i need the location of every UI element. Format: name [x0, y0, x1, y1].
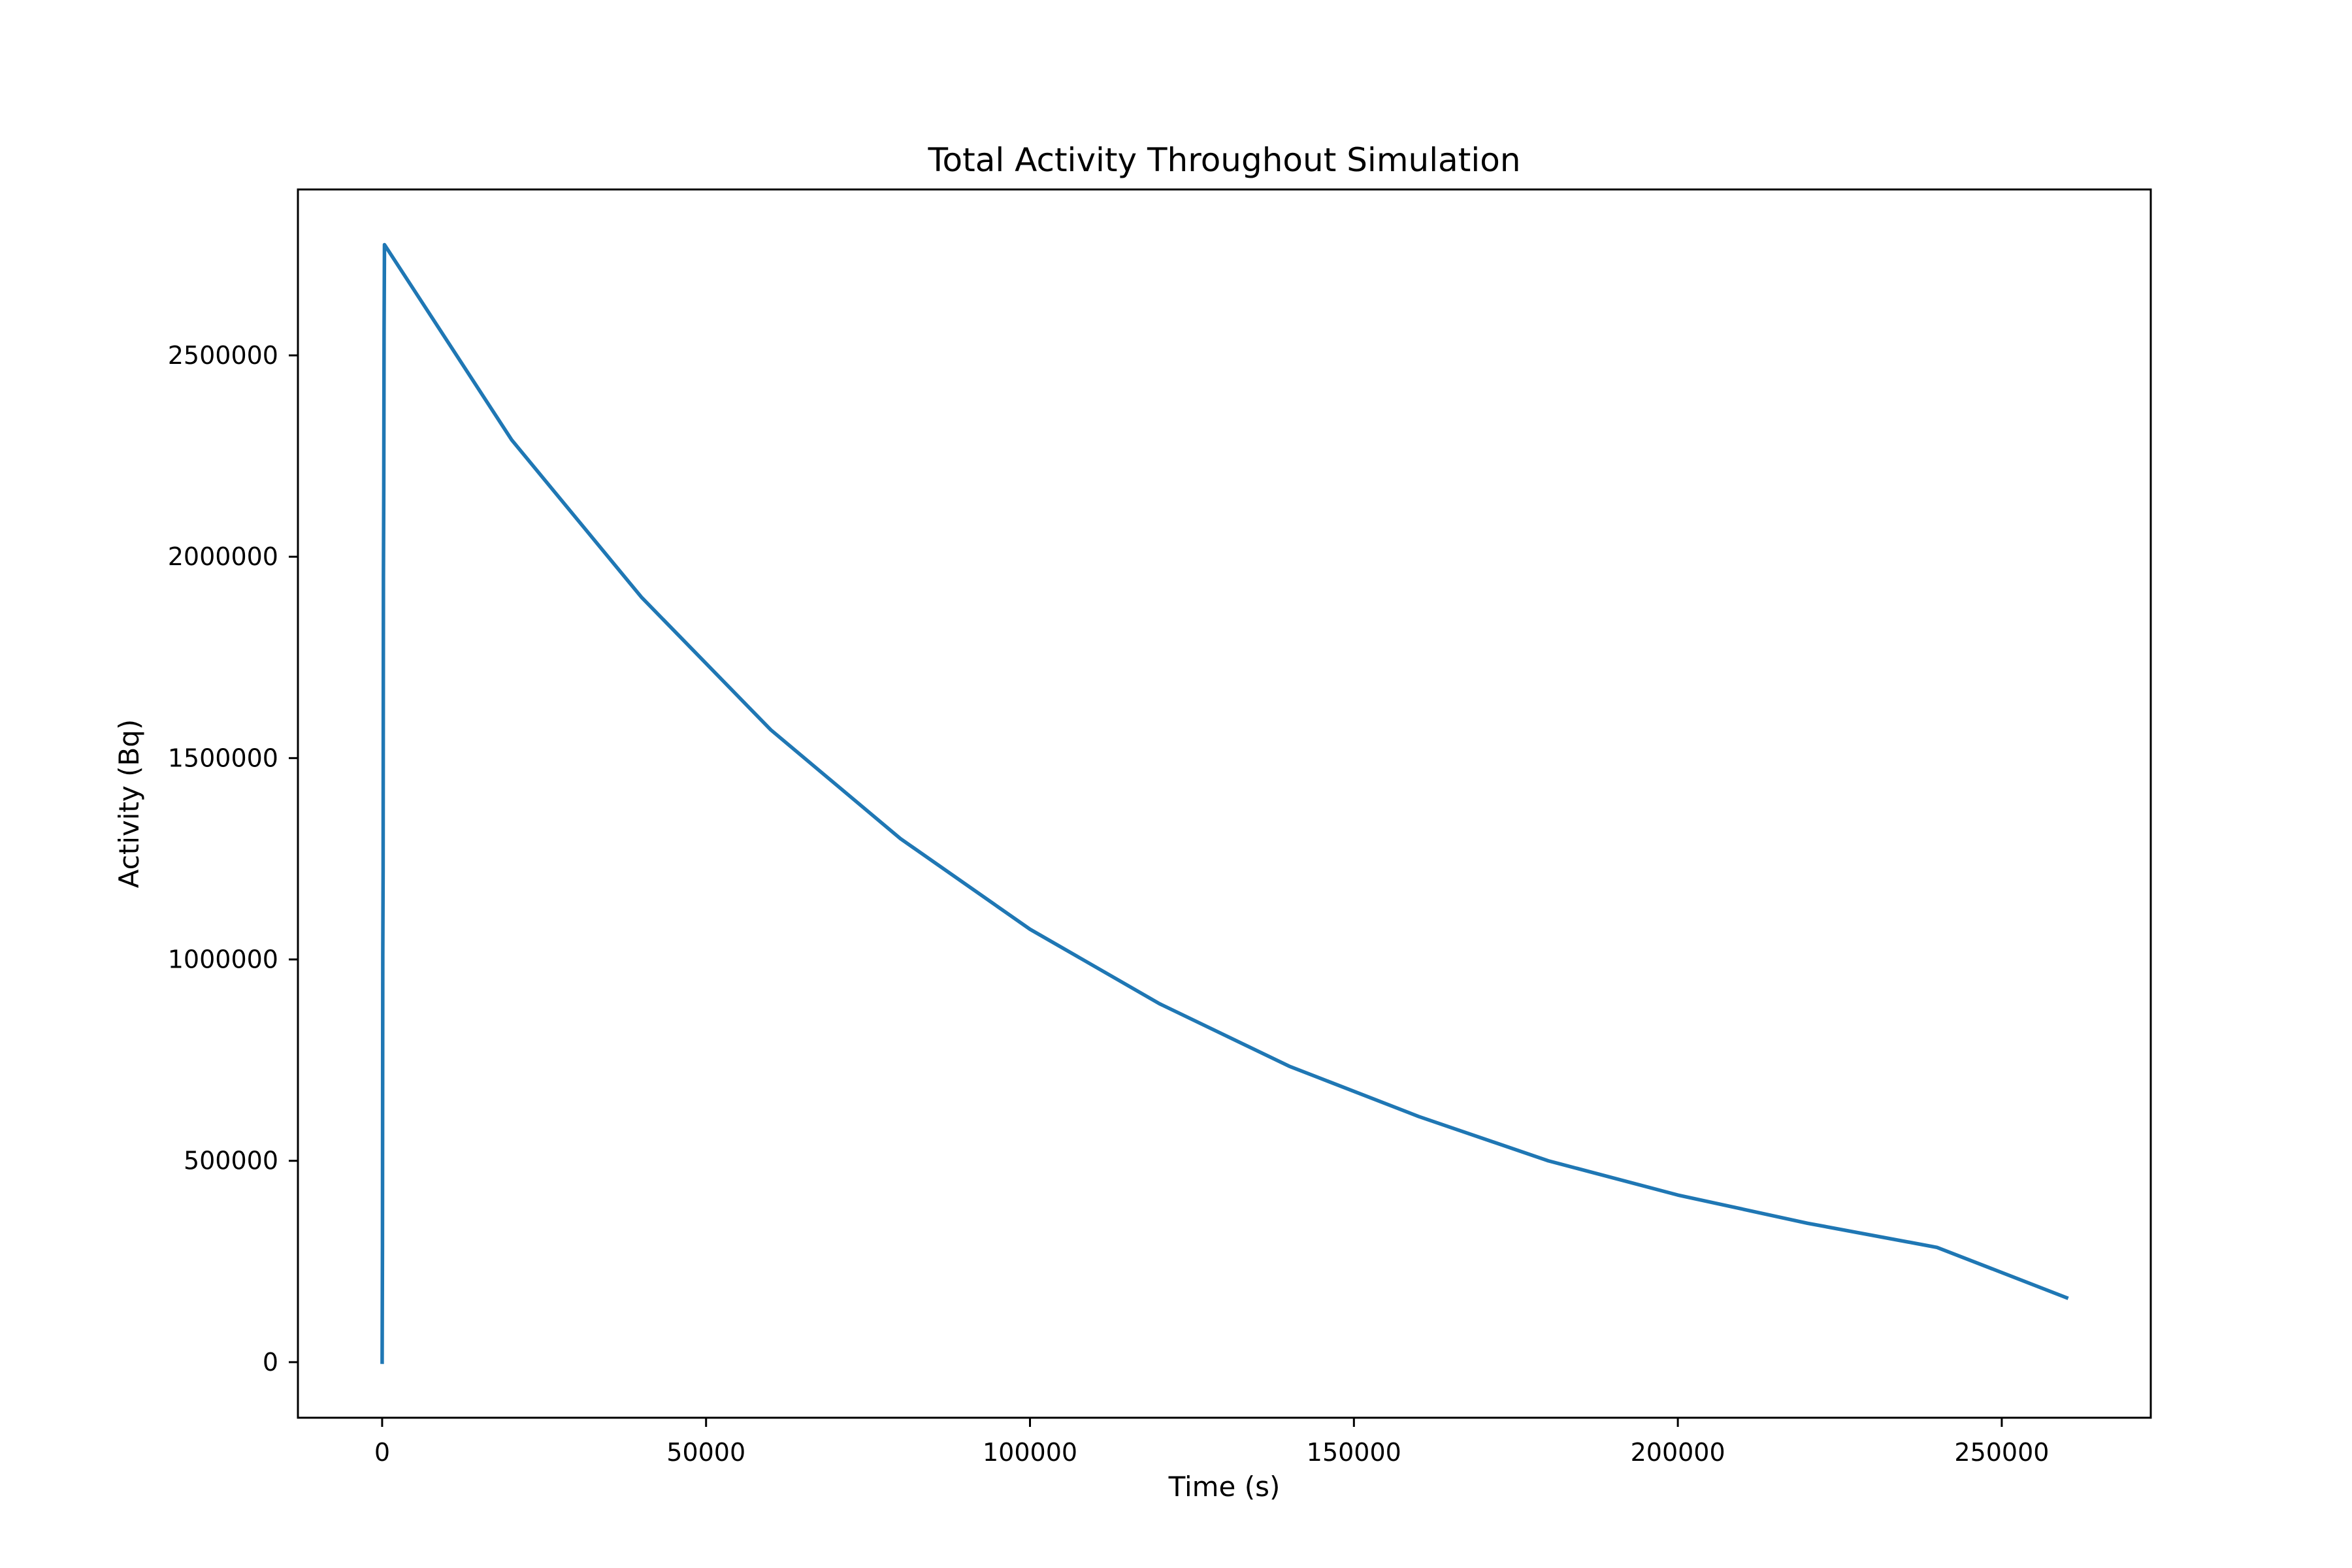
x-tick-label: 100000	[983, 1438, 1077, 1467]
chart-title: Total Activity Throughout Simulation	[927, 141, 1520, 179]
x-axis: 0 50000 100000 150000 200000 250000	[374, 1418, 2049, 1467]
x-tick-label: 0	[374, 1438, 390, 1467]
x-tick-label: 50000	[666, 1438, 745, 1467]
plot-frame	[297, 188, 2152, 1419]
y-axis: 0 500000 1000000 1500000 2000000 2500000	[168, 341, 298, 1377]
y-axis-label: Activity (Bq)	[113, 719, 145, 889]
y-tick-label: 500000	[184, 1147, 278, 1175]
x-tick-label: 150000	[1307, 1438, 1401, 1467]
plot-area	[297, 188, 2152, 1419]
y-tick-label: 2500000	[168, 341, 278, 370]
y-tick-label: 2000000	[168, 542, 278, 571]
y-tick-label: 0	[263, 1348, 278, 1377]
x-axis-label: Time (s)	[1168, 1471, 1281, 1503]
y-tick-label: 1500000	[168, 743, 278, 772]
y-tick-label: 1000000	[168, 945, 278, 974]
x-tick-label: 250000	[1954, 1438, 2049, 1467]
series-line-0	[380, 242, 2069, 1364]
x-tick-label: 200000	[1631, 1438, 1725, 1467]
